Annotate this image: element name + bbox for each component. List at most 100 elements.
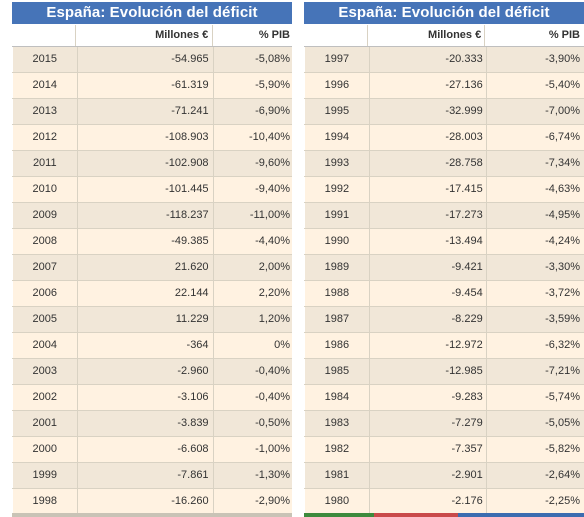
cell-millones: -2.901 [368, 463, 486, 488]
cell-millones: -13.494 [368, 229, 486, 254]
table-row: 1985 -12.985 -7,21% [304, 359, 584, 385]
cell-millones: -101.445 [76, 177, 213, 202]
cell-pib: -5,82% [485, 437, 584, 462]
cell-millones: -108.903 [76, 125, 213, 150]
table-row: 2014 -61.319 -5,90% [12, 73, 292, 99]
cell-year: 2000 [12, 437, 77, 462]
cell-year: 2012 [12, 125, 77, 150]
cell-millones: -61.319 [76, 73, 213, 98]
table-row: 2010 -101.445 -9,40% [12, 177, 292, 203]
cell-pib: -9,40% [212, 177, 292, 202]
table-row: 2005 11.229 1,20% [12, 307, 292, 333]
cell-year: 2010 [12, 177, 77, 202]
cell-year: 2014 [12, 73, 77, 98]
table-row: 2012 -108.903 -10,40% [12, 125, 292, 151]
table-row: 1994 -28.003 -6,74% [304, 125, 584, 151]
table-row: 1988 -9.454 -3,72% [304, 281, 584, 307]
cell-pib: -7,00% [485, 99, 584, 124]
cell-year: 1999 [12, 463, 77, 488]
cell-year: 1991 [304, 203, 369, 228]
cell-pib: -3,90% [485, 47, 584, 72]
table-row: 1981 -2.901 -2,64% [304, 463, 584, 489]
cell-pib: -2,90% [212, 489, 292, 514]
table-title: España: Evolución del déficit [12, 2, 292, 25]
cell-millones: -9.421 [368, 255, 486, 280]
cell-pib: -4,63% [485, 177, 584, 202]
cell-year: 1990 [304, 229, 369, 254]
table-row: 2003 -2.960 -0,40% [12, 359, 292, 385]
cell-year: 1993 [304, 151, 369, 176]
cell-millones: -16.260 [76, 489, 213, 514]
cell-pib: -6,32% [485, 333, 584, 358]
cell-year: 1988 [304, 281, 369, 306]
cell-millones: -7.357 [368, 437, 486, 462]
cell-millones: -12.972 [368, 333, 486, 358]
cell-year: 2009 [12, 203, 77, 228]
cell-year: 2001 [12, 411, 77, 436]
table-row: 1986 -12.972 -6,32% [304, 333, 584, 359]
table-body: 1997 -20.333 -3,90% 1996 -27.136 -5,40% 1995 -3… [304, 47, 584, 515]
cell-pib: -0,50% [212, 411, 292, 436]
cell-millones: 11.229 [76, 307, 213, 332]
table-row: 2001 -3.839 -0,50% [12, 411, 292, 437]
cell-pib: -5,08% [212, 47, 292, 72]
cell-pib: -3,72% [485, 281, 584, 306]
cell-pib: -11,00% [212, 203, 292, 228]
cell-millones: -6.608 [76, 437, 213, 462]
header-year [12, 25, 75, 46]
table-row: 1989 -9.421 -3,30% [304, 255, 584, 281]
cell-millones: -7.861 [76, 463, 213, 488]
table-row: 1984 -9.283 -5,74% [304, 385, 584, 411]
cell-year: 1997 [304, 47, 369, 72]
cell-year: 1986 [304, 333, 369, 358]
cell-year: 2006 [12, 281, 77, 306]
cell-year: 2015 [12, 47, 77, 72]
cell-pib: -3,30% [485, 255, 584, 280]
cell-millones: -9.454 [368, 281, 486, 306]
cell-year: 1996 [304, 73, 369, 98]
cell-pib: -0,40% [212, 385, 292, 410]
cell-pib: -5,74% [485, 385, 584, 410]
cell-millones: -49.385 [76, 229, 213, 254]
header-millones: Millones € [75, 25, 212, 46]
cell-millones: 21.620 [76, 255, 213, 280]
cell-pib: -5,90% [212, 73, 292, 98]
cell-millones: -3.839 [76, 411, 213, 436]
cell-pib: -0,40% [212, 359, 292, 384]
table-row: 1993 -28.758 -7,34% [304, 151, 584, 177]
cell-millones: -2.176 [368, 489, 486, 514]
cell-millones: -7.279 [368, 411, 486, 436]
cell-year: 2002 [12, 385, 77, 410]
table-row: 2007 21.620 2,00% [12, 255, 292, 281]
header-millones: Millones € [367, 25, 484, 46]
cell-year: 1985 [304, 359, 369, 384]
cell-pib: -9,60% [212, 151, 292, 176]
table-row: 2009 -118.237 -11,00% [12, 203, 292, 229]
cell-year: 2007 [12, 255, 77, 280]
cell-millones: -364 [76, 333, 213, 358]
table-header: Millones € % PIB [304, 25, 584, 47]
cell-pib: -6,74% [485, 125, 584, 150]
header-year [304, 25, 367, 46]
table-row: 1995 -32.999 -7,00% [304, 99, 584, 125]
cell-pib: -5,40% [485, 73, 584, 98]
cell-millones: -2.960 [76, 359, 213, 384]
table-row: 1991 -17.273 -4,95% [304, 203, 584, 229]
cell-year: 1998 [12, 489, 77, 514]
cell-millones: -118.237 [76, 203, 213, 228]
cell-millones: -17.415 [368, 177, 486, 202]
table-row: 2013 -71.241 -6,90% [12, 99, 292, 125]
cell-millones: -20.333 [368, 47, 486, 72]
cell-pib: -7,34% [485, 151, 584, 176]
cell-pib: 0% [212, 333, 292, 358]
cell-millones: -102.908 [76, 151, 213, 176]
cell-millones: -27.136 [368, 73, 486, 98]
cell-pib: -4,24% [485, 229, 584, 254]
cell-pib: -7,21% [485, 359, 584, 384]
table-row: 2004 -364 0% [12, 333, 292, 359]
table-row: 1996 -27.136 -5,40% [304, 73, 584, 99]
deficit-table-left: España: Evolución del déficit Millones €… [12, 2, 292, 515]
cell-year: 1982 [304, 437, 369, 462]
table-row: 1980 -2.176 -2,25% [304, 489, 584, 515]
table-row: 2006 22.144 2,20% [12, 281, 292, 307]
